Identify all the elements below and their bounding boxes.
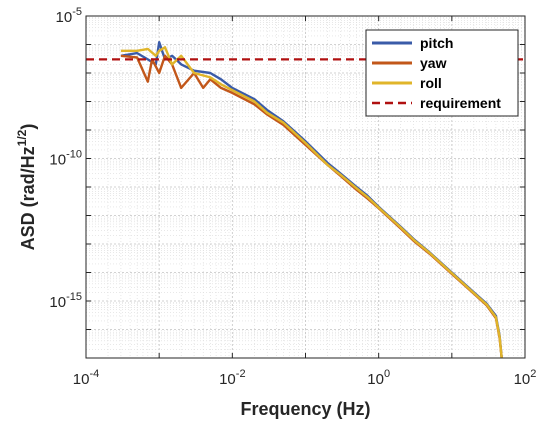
x-tick-label: 102	[514, 368, 537, 388]
legend-label-roll: roll	[420, 75, 442, 91]
legend-label-pitch: pitch	[420, 35, 453, 51]
y-tick-label: 10-15	[49, 291, 82, 311]
x-axis-title: Frequency (Hz)	[240, 399, 370, 419]
y-axis-title: ASD (rad/Hz1/2)	[15, 124, 38, 251]
x-tick-label: 10-4	[73, 368, 99, 388]
y-tick-label: 10-5	[56, 6, 82, 26]
x-tick-label: 10-2	[219, 368, 245, 388]
legend-label-yaw: yaw	[420, 55, 447, 71]
series-line-roll	[120, 46, 503, 358]
x-tick-label: 100	[367, 368, 390, 388]
legend-label-requirement: requirement	[420, 95, 501, 111]
y-tick-label: 10-10	[49, 149, 82, 169]
